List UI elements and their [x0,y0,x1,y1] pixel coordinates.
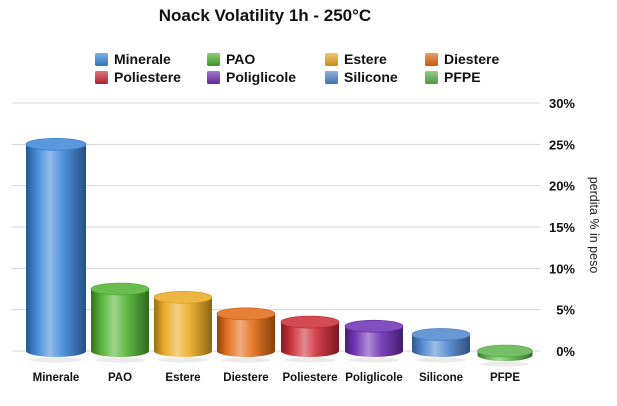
bar [280,315,340,363]
x-tick-label: PFPE [490,372,520,384]
y-tick-label: 10% [549,261,575,276]
legend-label: PFPE [444,69,481,85]
y-tick-label: 15% [549,220,575,235]
bar [344,319,404,363]
y-axis-label: perdita % in peso [587,177,601,274]
legend-item: Diestere [425,51,499,67]
legend-item: PAO [207,51,255,67]
x-tick-label: Diestere [223,372,268,384]
legend-swatch [207,71,220,84]
x-tick-label: PAO [108,372,132,384]
legend-label: Poliglicole [226,69,296,85]
legend-swatch [325,71,338,84]
y-tick-label: 0% [556,344,575,359]
x-tick-label: Poliglicole [345,372,403,384]
x-tick-label: Estere [165,372,200,384]
legend: Minerale PAO Estere Diestere Poliestere Polig… [95,51,499,85]
bar [216,307,276,363]
x-tick-label: Poliestere [283,372,338,384]
bar [477,344,533,367]
legend-item: Poliglicole [207,69,296,85]
chart-title: Noack Volatility 1h - 250°C [159,6,371,25]
legend-label: Silicone [344,69,398,85]
legend-label: Diestere [444,51,499,67]
y-tick-label: 5% [556,303,575,318]
x-tick-label: Silicone [419,372,463,384]
legend-swatch [425,53,438,66]
y-tick-label: 30% [549,96,575,111]
legend-item: Estere [325,51,387,67]
legend-label: Minerale [114,51,171,67]
legend-label: Estere [344,51,387,67]
legend-item: Minerale [95,51,171,67]
legend-swatch [95,71,108,84]
bar [411,328,471,363]
legend-item: Poliestere [95,69,181,85]
y-tick-label: 20% [549,179,575,194]
legend-item: Silicone [325,69,398,85]
legend-swatch [207,53,220,66]
y-axis-ticks: 0% 5% 10% 15% 20% 25% 30% [549,96,575,359]
legend-swatch [325,53,338,66]
legend-label: PAO [226,51,255,67]
legend-label: Poliestere [114,69,181,85]
bar [25,138,87,363]
legend-swatch [425,71,438,84]
bar [153,290,213,363]
bars [25,138,533,367]
category-labels: Minerale PAO Estere Diestere Poliestere Polig… [33,372,521,384]
y-tick-label: 25% [549,137,575,152]
x-tick-label: Minerale [33,372,80,384]
bar [90,282,150,363]
legend-item: PFPE [425,69,481,85]
legend-swatch [95,53,108,66]
